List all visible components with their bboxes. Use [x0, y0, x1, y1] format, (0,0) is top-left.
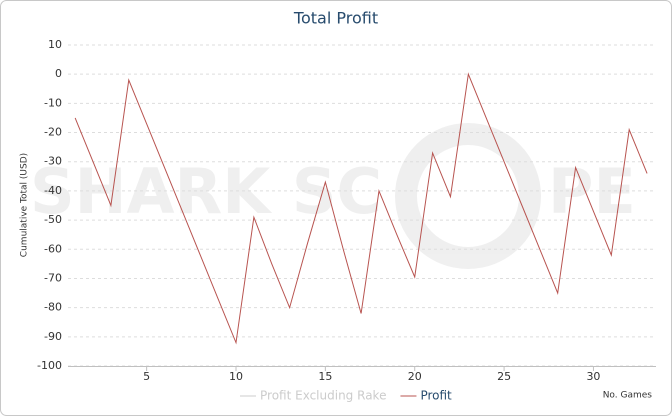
- x-tick-label: 5: [143, 370, 150, 383]
- y-tick-label: -90: [44, 330, 62, 343]
- x-tick-label: 20: [408, 370, 422, 383]
- x-tick-label: 10: [229, 370, 243, 383]
- y-tick-label: -50: [44, 213, 62, 226]
- x-tick-label: 30: [586, 370, 600, 383]
- y-axis-label: Cumulative Total (USD): [20, 153, 30, 257]
- y-tick-label: -40: [44, 184, 62, 197]
- legend-label[interactable]: Profit Excluding Rake: [260, 389, 386, 403]
- watermark-text: SHARK SC: [30, 155, 382, 228]
- watermark-text: PE: [548, 155, 636, 228]
- y-tick-label: -80: [44, 301, 62, 314]
- y-tick-label: -70: [44, 271, 62, 284]
- y-tick-label: -30: [44, 155, 62, 168]
- y-tick-label: 10: [48, 38, 62, 51]
- legend-label[interactable]: Profit: [420, 389, 452, 403]
- y-tick-label: -10: [44, 96, 62, 109]
- x-axis-label: No. Games: [603, 391, 653, 401]
- legend: Profit Excluding Rake Profit: [240, 389, 452, 403]
- y-tick-label: -60: [44, 242, 62, 255]
- y-tick-label: -20: [44, 126, 62, 139]
- y-tick-label: 0: [55, 67, 62, 80]
- watermark: SHARK SC PE: [30, 123, 636, 269]
- watermark-icon: [395, 123, 541, 269]
- line: [74, 72, 648, 345]
- x-tick-label: 15: [318, 370, 332, 383]
- y-tick-label: -100: [37, 359, 62, 372]
- chart-title: Total Profit: [293, 9, 378, 28]
- x-tick-label: 25: [497, 370, 511, 383]
